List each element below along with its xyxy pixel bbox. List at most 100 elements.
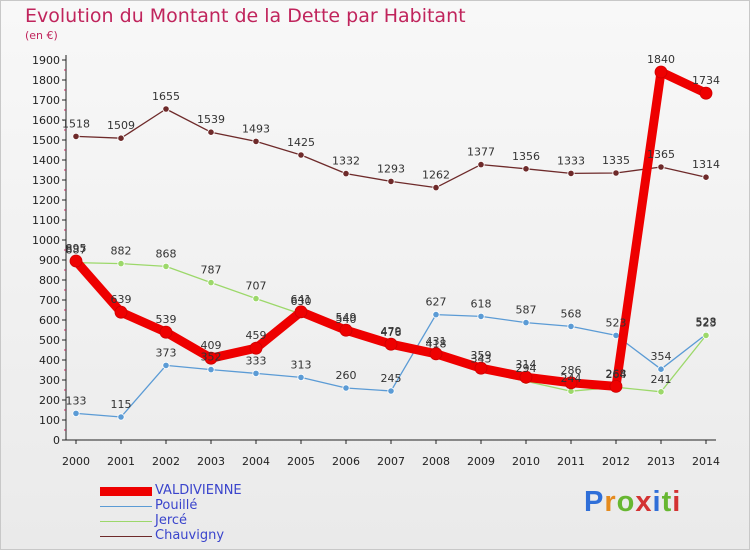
series-line-chauvigny bbox=[75, 108, 707, 189]
data-label-pouill: 618 bbox=[471, 297, 492, 310]
data-label-jerc: 418 bbox=[426, 337, 447, 350]
data-point-valdivienne bbox=[339, 323, 353, 337]
y-tick-label: 800 bbox=[39, 274, 60, 287]
data-point-pouill bbox=[207, 365, 215, 374]
x-tick-label: 2007 bbox=[377, 455, 405, 468]
data-point-jerc bbox=[252, 294, 260, 303]
data-label-chauvigny: 1493 bbox=[242, 122, 270, 135]
data-label-jerc: 244 bbox=[561, 372, 582, 385]
data-label-pouill: 115 bbox=[111, 398, 132, 411]
data-point-pouill bbox=[432, 310, 440, 319]
data-point-jerc bbox=[702, 331, 710, 339]
data-point-valdivienne bbox=[474, 361, 488, 375]
x-tick-label: 2008 bbox=[422, 455, 450, 468]
x-tick-label: 2001 bbox=[107, 455, 135, 468]
y-tick-label: 1300 bbox=[32, 174, 60, 187]
data-label-jerc: 294 bbox=[516, 362, 537, 375]
data-label-valdivienne: 895 bbox=[66, 242, 87, 255]
x-tick-label: 2005 bbox=[287, 455, 315, 468]
data-point-chauvigny bbox=[297, 151, 305, 159]
data-label-valdivienne: 359 bbox=[471, 349, 492, 362]
data-point-valdivienne bbox=[114, 305, 128, 319]
data-point-valdivienne bbox=[609, 379, 623, 393]
data-point-valdivienne bbox=[249, 341, 263, 355]
data-label-valdivienne: 286 bbox=[561, 364, 582, 377]
x-tick-label: 2013 bbox=[647, 455, 675, 468]
data-label-valdivienne: 639 bbox=[111, 293, 132, 306]
data-point-valdivienne bbox=[519, 370, 533, 384]
chart-subtitle: (en €) bbox=[25, 29, 58, 42]
y-tick-label: 1900 bbox=[32, 54, 60, 67]
y-tick-label: 1000 bbox=[32, 234, 60, 247]
data-point-jerc bbox=[657, 388, 665, 396]
data-point-chauvigny bbox=[342, 170, 350, 178]
data-label-valdivienne: 459 bbox=[246, 329, 267, 342]
legend-swatch-chauvigny bbox=[100, 536, 152, 537]
data-label-valdivienne: 641 bbox=[291, 293, 312, 306]
y-tick-label: 600 bbox=[39, 314, 60, 327]
data-point-pouill bbox=[387, 387, 395, 395]
data-point-chauvigny bbox=[72, 132, 80, 140]
y-tick-label: 0 bbox=[53, 434, 60, 447]
data-label-chauvigny: 1335 bbox=[602, 154, 630, 167]
y-tick-label: 700 bbox=[39, 294, 60, 307]
data-label-chauvigny: 1356 bbox=[512, 150, 540, 163]
data-label-jerc: 264 bbox=[606, 368, 627, 381]
data-point-chauvigny bbox=[612, 169, 620, 177]
x-tick-label: 2014 bbox=[692, 455, 720, 468]
legend-label-chauvigny: Chauvigny bbox=[155, 528, 225, 543]
y-tick-label: 1800 bbox=[32, 74, 60, 87]
y-tick-label: 1600 bbox=[32, 114, 60, 127]
data-label-pouill: 587 bbox=[516, 304, 537, 317]
data-point-pouill bbox=[567, 322, 575, 330]
y-tick-label: 400 bbox=[39, 354, 60, 367]
data-point-chauvigny bbox=[207, 128, 215, 136]
data-label-chauvigny: 1377 bbox=[467, 146, 495, 159]
data-label-pouill: 245 bbox=[381, 372, 402, 385]
data-label-chauvigny: 1314 bbox=[692, 158, 720, 171]
legend-label-valdivienne: VALDIVIENNE bbox=[155, 483, 242, 498]
x-tick-label: 2006 bbox=[332, 455, 360, 468]
data-label-chauvigny: 1655 bbox=[152, 90, 180, 103]
legend-label-pouille: Pouillé bbox=[155, 498, 198, 513]
data-label-pouill: 260 bbox=[336, 369, 357, 382]
data-point-valdivienne bbox=[564, 376, 578, 390]
data-label-chauvigny: 1509 bbox=[107, 119, 135, 132]
data-point-chauvigny bbox=[567, 169, 575, 177]
data-label-jerc: 523 bbox=[696, 316, 717, 329]
data-label-jerc: 707 bbox=[246, 280, 267, 293]
data-point-chauvigny bbox=[522, 165, 530, 173]
data-point-pouill bbox=[72, 409, 80, 417]
data-label-pouill: 313 bbox=[291, 358, 312, 371]
data-label-chauvigny: 1293 bbox=[377, 162, 405, 175]
y-tick-label: 1700 bbox=[32, 94, 60, 107]
legend-swatch-pouille bbox=[100, 506, 152, 507]
data-label-chauvigny: 1425 bbox=[287, 136, 315, 149]
legend-swatch-valdivienne bbox=[100, 487, 152, 496]
data-label-jerc: 630 bbox=[291, 295, 312, 308]
data-point-pouill bbox=[162, 361, 170, 369]
data-label-jerc: 868 bbox=[156, 247, 177, 260]
data-label-valdivienne: 479 bbox=[381, 325, 402, 338]
data-label-pouill: 133 bbox=[66, 394, 87, 407]
data-point-pouill bbox=[612, 331, 620, 339]
x-tick-label: 2011 bbox=[557, 455, 585, 468]
legend-swatch-jerce bbox=[100, 521, 152, 522]
data-label-jerc: 343 bbox=[471, 352, 492, 365]
data-point-valdivienne bbox=[294, 305, 308, 319]
data-label-valdivienne: 314 bbox=[516, 358, 537, 371]
data-point-valdivienne bbox=[384, 337, 398, 351]
data-point-jerc bbox=[117, 259, 125, 268]
x-tick-label: 2000 bbox=[62, 455, 90, 468]
data-point-chauvigny bbox=[477, 161, 485, 169]
data-label-valdivienne: 539 bbox=[156, 313, 177, 326]
data-label-pouill: 352 bbox=[201, 351, 222, 364]
x-tick-label: 2004 bbox=[242, 455, 270, 468]
data-label-valdivienne: 431 bbox=[426, 335, 447, 348]
data-label-jerc: 882 bbox=[111, 245, 132, 258]
legend-label-jerce: Jercé bbox=[155, 513, 188, 528]
data-label-valdivienne: 549 bbox=[336, 311, 357, 324]
data-point-chauvigny bbox=[657, 163, 665, 171]
